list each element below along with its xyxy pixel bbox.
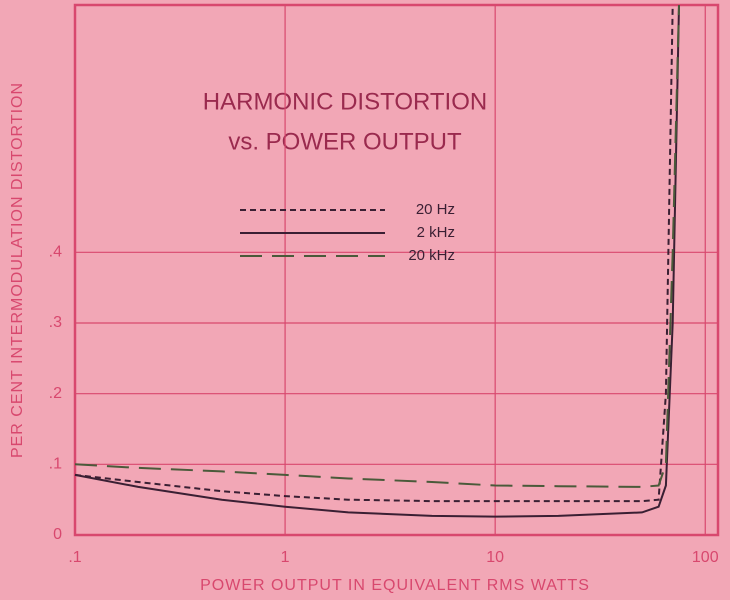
- y-tick-label: 0: [53, 526, 62, 543]
- x-tick-label: .1: [68, 549, 81, 566]
- y-tick-label: .4: [49, 244, 62, 261]
- y-tick-label: .1: [49, 456, 62, 473]
- x-tick-label: 100: [692, 549, 719, 566]
- y-tick-label: .2: [49, 385, 62, 402]
- legend-label: 20 Hz: [416, 201, 455, 218]
- y-axis-label: PER CENT INTERMODULATION DISTORTION: [9, 82, 26, 458]
- x-tick-label: 1: [281, 549, 290, 566]
- line-series: [74, 4, 680, 518]
- legend-label: 2 kHz: [417, 224, 455, 241]
- line-series: [74, 4, 680, 488]
- chart-subtitle: vs. POWER OUTPUT: [228, 128, 462, 155]
- legend-label: 20 kHz: [408, 247, 455, 264]
- plot-frame: [73, 3, 720, 537]
- chart-title: HARMONIC DISTORTION: [203, 88, 487, 115]
- x-axis-label: POWER OUTPUT IN EQUIVALENT RMS WATTS: [200, 577, 590, 594]
- y-tick-label: .3: [49, 314, 62, 331]
- x-tick-label: 10: [486, 549, 504, 566]
